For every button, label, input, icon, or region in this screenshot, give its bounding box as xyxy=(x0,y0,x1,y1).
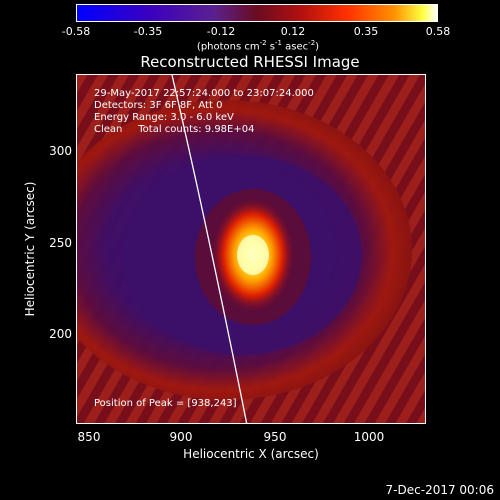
info-line-4: Clean Total counts: 9.98E+04 xyxy=(94,124,255,135)
info-line-1: 29-May-2017 22:57:24.000 to 23:07:24.000 xyxy=(94,88,314,99)
y-tick-label: 250 xyxy=(49,236,72,250)
y-tick-label: 200 xyxy=(49,327,72,341)
x-tick-label: 950 xyxy=(263,430,287,444)
info-line-2: Detectors: 3F 6F 8F, Att 0 xyxy=(94,100,223,111)
x-tick-label: 900 xyxy=(169,430,193,444)
colorbar-tick: 0.58 xyxy=(425,25,451,38)
colorbar-tick: -0.12 xyxy=(206,25,236,38)
x-tick-label: 1000 xyxy=(353,430,385,444)
colorbar-tick: -0.58 xyxy=(61,25,91,38)
colorbar-tick: 0.35 xyxy=(353,25,379,38)
colorbar xyxy=(76,4,438,22)
y-tick-label: 300 xyxy=(49,144,72,158)
x-tick-label: 850 xyxy=(77,430,101,444)
colorbar-unit-label: (photons cm-2 s-1 asec-2) xyxy=(196,39,320,53)
colorbar-tick: 0.12 xyxy=(280,25,306,38)
plot-title: Reconstructed RHESSI Image xyxy=(140,53,360,71)
colorbar-tick: -0.35 xyxy=(133,25,163,38)
x-axis-label: Heliocentric X (arcsec) xyxy=(183,447,319,461)
rhessi-image-svg xyxy=(77,75,425,423)
rhessi-image xyxy=(76,74,426,424)
y-axis-label: Heliocentric Y (arcsec) xyxy=(23,181,37,317)
footer-timestamp: 7-Dec-2017 00:06 xyxy=(385,483,494,497)
info-line-3: Energy Range: 3.0 - 6.0 keV xyxy=(94,112,234,123)
peak-position-label: Position of Peak = [938,243] xyxy=(94,398,237,409)
